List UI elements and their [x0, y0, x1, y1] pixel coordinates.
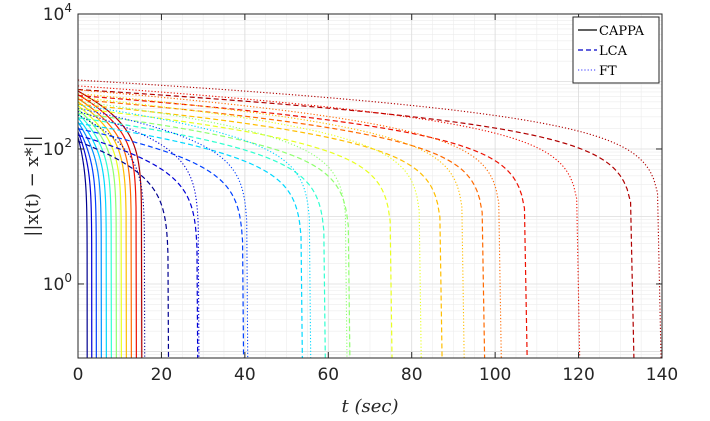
lca-curve: [78, 98, 486, 358]
ft-curve: [78, 114, 146, 358]
x-tick-label: 120: [562, 365, 594, 385]
lca-curve: [78, 134, 199, 358]
ft-curve: [78, 79, 662, 358]
ft-curve: [78, 85, 581, 358]
lca-curve: [78, 112, 351, 358]
cappa-curve: [78, 121, 102, 358]
x-tick-label: 80: [401, 365, 423, 385]
axes-box: [77, 13, 663, 359]
ft-curve: [78, 89, 502, 358]
lca-curve: [78, 117, 326, 358]
ft-curve: [78, 107, 249, 358]
y-tick-exponent: 0: [64, 271, 72, 285]
ft-curve: [78, 96, 422, 358]
y-tick-label: 100: [43, 271, 72, 295]
lca-curve: [78, 103, 443, 358]
x-tick-labels: 0 20 40 60 80 100 120 140: [73, 365, 679, 385]
tick-marks: [77, 13, 663, 358]
x-tick-label: 40: [234, 365, 256, 385]
lca-curve: [78, 94, 528, 358]
lca-curve: [78, 122, 303, 358]
ft-curve: [78, 100, 348, 358]
ft-curve: [78, 93, 465, 358]
y-tick-exponent: 2: [64, 136, 72, 150]
cappa-curve: [78, 131, 93, 358]
cappa-curve: [78, 108, 117, 358]
ft-curve: [78, 104, 312, 358]
lca-curve: [78, 128, 245, 358]
y-tick-exponent: 4: [64, 1, 72, 15]
x-tick-label: 100: [479, 365, 511, 385]
lca-curve: [78, 107, 393, 358]
ft-curve: [78, 110, 200, 358]
legend-label-lca: LCA: [599, 44, 628, 59]
x-tick-label: 20: [151, 365, 173, 385]
x-tick-label: 0: [73, 365, 84, 385]
y-tick-base: 10: [43, 140, 65, 160]
y-tick-base: 10: [43, 5, 65, 25]
cappa-curve: [78, 136, 88, 358]
legend-label-cappa: CAPPA: [599, 24, 645, 39]
x-tick-label: 60: [317, 365, 339, 385]
legend-label-ft: FT: [599, 64, 617, 79]
cappa-curve: [78, 101, 127, 358]
y-tick-label: 104: [43, 1, 72, 25]
y-tick-label: 102: [43, 136, 72, 160]
lca-curve: [78, 88, 635, 358]
x-tick-label: 140: [646, 365, 678, 385]
y-tick-base: 10: [43, 275, 65, 295]
cappa-curve: [78, 105, 122, 358]
legend: CAPPA LCA FT: [572, 16, 660, 84]
cappa-curve: [78, 112, 112, 358]
x-axis-label: t (sec): [342, 396, 399, 417]
y-axis-label: ||x(t) − x*||: [22, 135, 43, 236]
plot-lines: [78, 79, 662, 358]
cappa-curve: [78, 126, 97, 358]
lca-curve: [78, 140, 170, 358]
